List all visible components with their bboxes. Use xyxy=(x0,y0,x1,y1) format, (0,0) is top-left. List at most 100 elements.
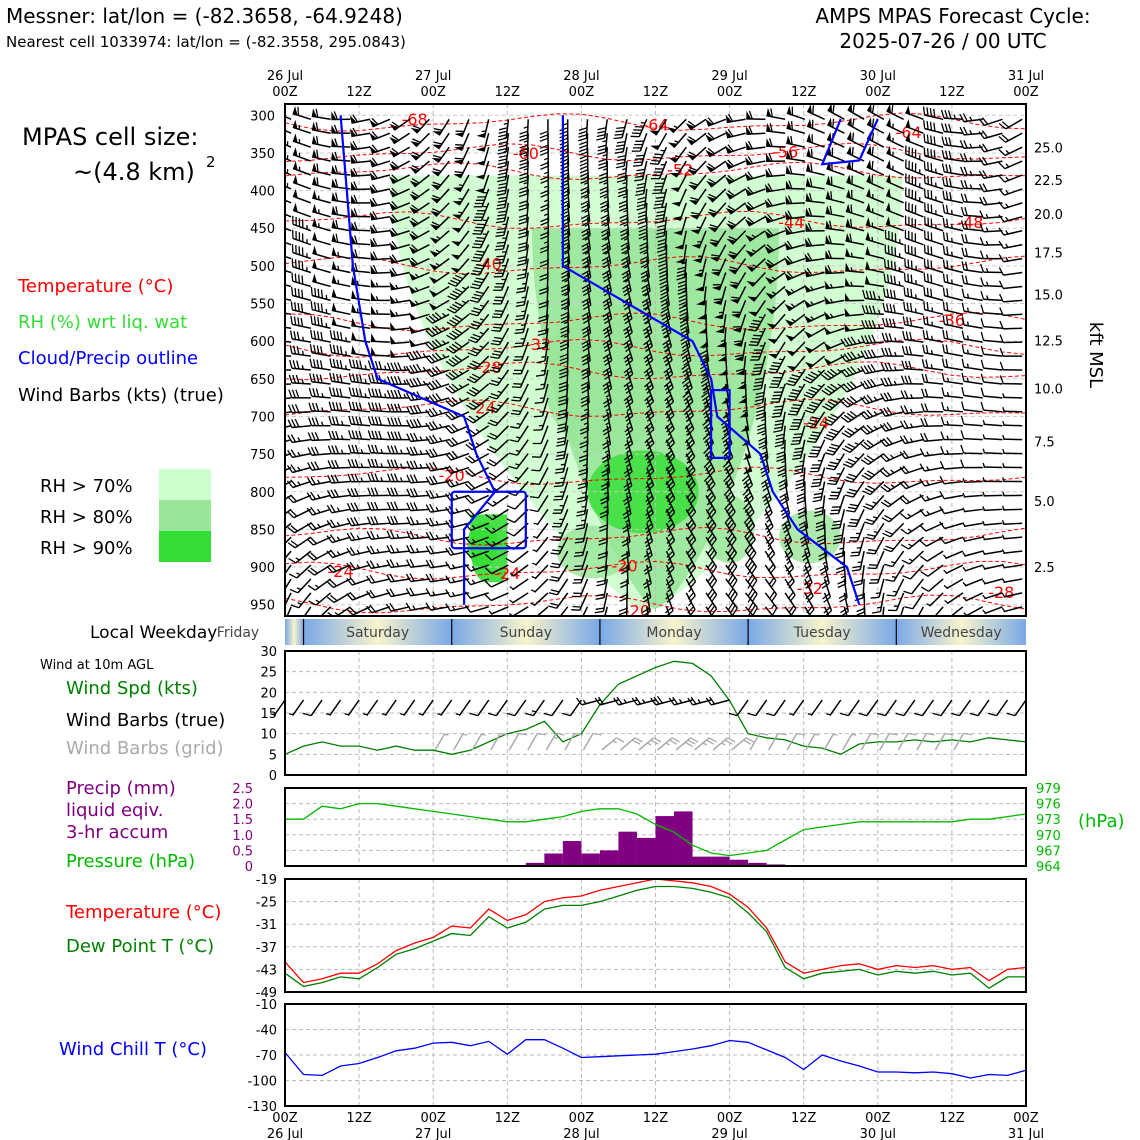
wind-barb-flag xyxy=(813,496,822,499)
wind-barb-pennant xyxy=(708,242,719,247)
wind-barb xyxy=(747,188,766,197)
wind-barb-half-flag xyxy=(399,463,403,468)
wind-barb-flag xyxy=(435,393,442,401)
wind-barb-flag xyxy=(447,295,456,301)
wind-barb-flag xyxy=(619,214,628,219)
wind-barb-flag xyxy=(578,130,588,135)
wind-barb-flag xyxy=(621,255,630,262)
wind-barb-flag xyxy=(406,516,412,525)
wind-barb-half-flag xyxy=(544,199,549,203)
wind-barb-half-flag xyxy=(762,446,767,450)
wind-barb-flag xyxy=(619,597,628,602)
wind-barb-flag xyxy=(887,362,893,371)
wind-barb-flag xyxy=(425,602,432,611)
wind-barb-flag xyxy=(940,431,945,440)
wind-barb-flag xyxy=(386,574,392,583)
wind-barb-flag xyxy=(339,388,343,397)
wind-barb-half-flag xyxy=(661,192,666,194)
wind-barb-flag xyxy=(923,230,926,239)
wind-barb-flag xyxy=(540,189,549,195)
wind-barb-flag xyxy=(657,224,666,228)
wind-barb-flag xyxy=(272,578,280,580)
wind-barb-flag xyxy=(287,526,295,534)
wind-barb-flag xyxy=(296,331,300,341)
wind-barb-pennant xyxy=(886,173,891,184)
wind-barb-flag xyxy=(576,510,586,514)
wind-barb-flag xyxy=(287,542,296,549)
wind-barb xyxy=(542,383,549,403)
wind-barb-flag xyxy=(811,401,820,406)
wind-barb-half-flag xyxy=(558,545,563,548)
wind-barb-flag xyxy=(348,373,352,382)
wind-barb-flag xyxy=(616,126,625,130)
wind-barb-flag xyxy=(598,161,607,166)
wind-barb-flag xyxy=(577,485,587,490)
wind-barb-half-flag xyxy=(926,510,931,515)
wind-barb-flag xyxy=(536,360,546,364)
wind-barb-flag xyxy=(903,420,909,429)
wind-barb-flag xyxy=(326,581,334,588)
wind-barb-flag xyxy=(433,154,442,159)
wind-barb-flag xyxy=(879,424,886,432)
wind-barb xyxy=(963,494,983,498)
wind-barb xyxy=(371,132,391,141)
wind-barb-flag xyxy=(491,329,500,332)
wind-barb xyxy=(964,578,983,587)
wind-barb-flag xyxy=(487,422,496,427)
wind-barb-flag xyxy=(557,436,566,440)
wind-barb-flag xyxy=(843,338,850,346)
wind-barb-flag xyxy=(339,346,343,355)
wind-barb-pennant xyxy=(312,259,318,269)
wind-barb-flag xyxy=(666,582,675,589)
wind-barb-flag xyxy=(883,392,889,401)
wind-barb-flag xyxy=(769,123,773,132)
wind-barb-pennant xyxy=(905,132,911,142)
wind-barb-flag xyxy=(847,427,855,434)
wind-barb-half-flag xyxy=(625,491,630,496)
wind-barb xyxy=(285,466,292,472)
wind-barb-flag xyxy=(306,492,313,501)
wind-barb-flag xyxy=(329,358,333,368)
wind-barb-flag xyxy=(786,398,796,401)
wind-barb-half-flag xyxy=(790,303,796,308)
wind-barb-flag xyxy=(851,132,855,142)
wind-barb-flag xyxy=(860,459,869,466)
wind-barb-pennant xyxy=(370,319,376,328)
wind-barb xyxy=(320,606,332,616)
wind-barb xyxy=(751,272,766,288)
wind-barb-flag xyxy=(678,297,687,303)
wind-barb-pennant xyxy=(806,162,811,172)
wind-barb-flag xyxy=(445,534,451,542)
wind-barb-half-flag xyxy=(471,552,476,557)
wind-barb-flag xyxy=(287,495,294,504)
wind-barb-half-flag xyxy=(876,606,882,609)
wind-barb-flag xyxy=(822,421,832,426)
wind-barb-flag xyxy=(919,524,927,532)
wind-barb-half-flag xyxy=(521,296,526,299)
wind-barb-flag xyxy=(860,443,868,450)
wind-barb xyxy=(292,181,312,190)
wind-barb-flag xyxy=(811,485,820,488)
wind-barb-flag xyxy=(834,551,844,556)
wind-barb-flag xyxy=(435,352,442,360)
wind-barb-flag xyxy=(289,588,299,594)
wind-barb xyxy=(866,166,885,176)
wind-barb-flag xyxy=(866,379,873,388)
wind-barb-half-flag xyxy=(790,288,795,293)
main-plot-area: -68-64-64-60-56-52-44-48-40-36-32-28-24-… xyxy=(272,104,1026,616)
wind-barb-flag xyxy=(539,249,549,254)
wind-barb-flag xyxy=(518,255,527,260)
wind-barb-pennant xyxy=(705,149,714,157)
wind-barb-flag xyxy=(808,437,818,440)
wind-barb-half-flag xyxy=(962,566,967,572)
wind-barb-flag xyxy=(602,273,611,279)
wind-barb-flag xyxy=(326,596,335,604)
wind-barb-pennant xyxy=(786,135,792,145)
wind-barb-flag xyxy=(880,393,886,402)
wind-barb-half-flag xyxy=(503,150,509,153)
wind-barb-flag xyxy=(666,536,674,544)
wind-barb-flag xyxy=(622,276,631,283)
wind-barb-flag xyxy=(519,179,528,184)
wind-barb-pennant xyxy=(845,218,851,228)
wind-barb-flag xyxy=(582,301,591,307)
